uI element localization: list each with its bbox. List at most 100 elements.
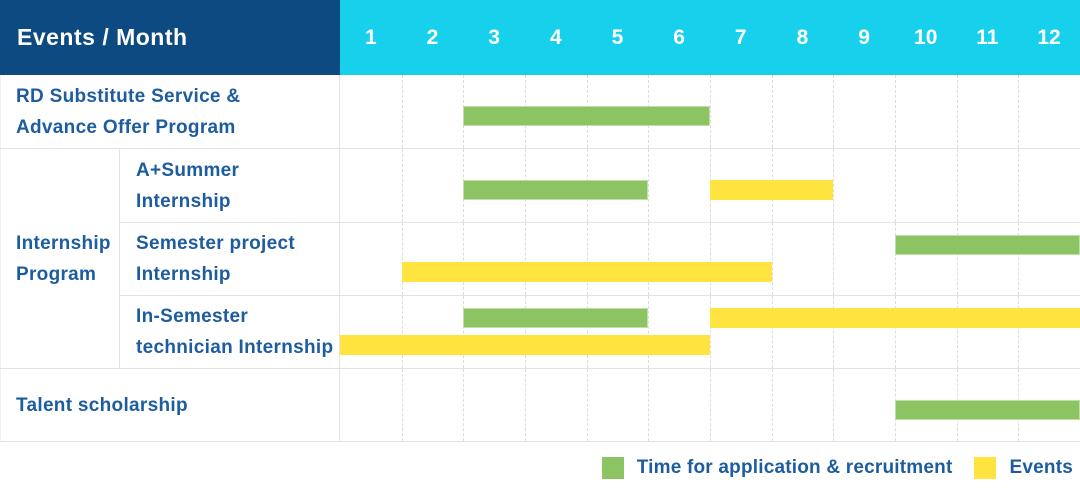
month-gridline: [401, 149, 403, 222]
month-grid-area: [340, 75, 1080, 148]
month-gridline: [525, 369, 526, 441]
month-gridline: [586, 296, 588, 368]
legend-swatch-yellow: [974, 457, 997, 479]
month-gridline: [956, 149, 958, 222]
table-row: Talent scholarship: [0, 368, 1080, 441]
month-header-cell: 4: [549, 25, 562, 49]
month-header-cell: 1: [364, 25, 377, 49]
month-gridline: [771, 296, 773, 368]
month-header-cell: 10: [914, 25, 938, 49]
month-gridline: [586, 369, 588, 441]
month-grid-area: [340, 296, 1080, 368]
row-label-line: Advance Offer Program: [16, 116, 236, 138]
month-header-cell: 11: [976, 25, 999, 49]
row-label-line: Internship: [16, 232, 111, 254]
gantt-bar-green: [895, 400, 1080, 420]
row-label-line: Internship: [136, 190, 231, 212]
gantt-bar-green: [463, 106, 710, 126]
month-gridline: [833, 75, 835, 148]
month-header-cell: 2: [426, 25, 439, 49]
month-gridline: [771, 223, 773, 295]
row-label: Semester project Internship: [120, 223, 340, 295]
row-label: A+Summer Internship: [120, 149, 340, 222]
month-header-cell: 7: [734, 25, 747, 49]
group-subrows: A+Summer Internship Semester project Intern…: [120, 149, 1080, 368]
month-gridline: [833, 223, 835, 295]
month-gridline: [710, 75, 711, 148]
legend-swatch-green: [601, 457, 624, 479]
table-body: RD Substitute Service & Advance Offer Pro…: [0, 75, 1080, 442]
gantt-bar-yellow: [401, 262, 772, 282]
month-gridline: [895, 149, 896, 222]
month-gridline: [1018, 149, 1020, 222]
month-header-cell: 6: [673, 25, 685, 49]
row-label-line: Program: [16, 263, 97, 285]
legend-item: Events: [974, 457, 1073, 479]
month-gridline: [648, 149, 650, 222]
month-grid-area: [340, 223, 1080, 295]
month-gridline: [956, 75, 958, 148]
month-gridline: [956, 296, 958, 368]
header-events-month-cell: Events / Month: [0, 0, 340, 75]
legend-label: Events: [1009, 457, 1073, 478]
gantt-bar-green: [895, 235, 1080, 255]
month-gridline: [463, 223, 465, 295]
row-label-line: Semester project: [136, 233, 295, 254]
month-gridline: [833, 296, 835, 368]
header-events-month-label: Events / Month: [17, 24, 188, 50]
gantt-bar-green: [463, 180, 649, 200]
month-header-cell: 9: [858, 25, 870, 49]
month-gridline: [895, 223, 896, 295]
row-label: RD Substitute Service & Advance Offer Pro…: [0, 75, 340, 148]
month-gridline: [1018, 296, 1020, 368]
month-gridline: [648, 223, 650, 295]
table-row: In-Semester technician Internship: [120, 295, 1080, 368]
month-gridline: [833, 369, 835, 441]
legend-label: Time for application & recruitment: [636, 457, 953, 478]
month-gridline: [895, 75, 896, 148]
month-header: 1 2 3 4 5 6 7 8 9 10 11 12: [340, 0, 1080, 75]
month-gridline: [525, 296, 526, 368]
month-gridline: [401, 296, 403, 368]
month-gridline: [771, 369, 773, 441]
month-gridline: [586, 223, 588, 295]
month-gridline: [401, 75, 403, 148]
month-header-cell: 3: [488, 25, 500, 49]
month-gridline: [710, 296, 711, 368]
month-gridline: [401, 369, 403, 441]
row-label-line: In-Semester: [136, 306, 249, 327]
legend-item: Time for application & recruitment: [601, 457, 953, 479]
row-label-line: A+Summer: [136, 159, 240, 181]
row-label: Talent scholarship: [0, 369, 340, 441]
month-gridline: [956, 223, 958, 295]
month-gridline: [1018, 223, 1020, 295]
month-gridline: [710, 223, 711, 295]
group-label: Internship Program: [0, 149, 120, 368]
legend: Time for application & recruitment Events: [0, 442, 1080, 494]
month-gridline: [895, 296, 896, 368]
month-header-cell: 8: [796, 25, 809, 49]
month-gridline: [463, 369, 465, 441]
row-label: In-Semester technician Internship: [120, 296, 340, 368]
gantt-bar-green: [463, 308, 649, 328]
row-label-line: technician Internship: [136, 337, 334, 358]
header-row: Events / Month 1 2 3 4 5 6 7 8 9 10 11 12: [0, 0, 1080, 75]
group-internship-program: Internship Program A+Summer Internship Semes…: [0, 148, 1080, 368]
month-gridline: [648, 296, 650, 368]
month-gridline: [401, 223, 403, 295]
row-label-line: Internship: [136, 264, 231, 285]
month-header-cell: 12: [1037, 25, 1061, 49]
row-label-line: Talent scholarship: [16, 394, 188, 416]
month-gridline: [648, 369, 650, 441]
gantt-bar-yellow: [710, 180, 834, 200]
month-gridline: [463, 296, 465, 368]
month-gridline: [525, 223, 526, 295]
month-grid-area: [340, 369, 1080, 441]
month-gridline: [1018, 75, 1020, 148]
table-row: A+Summer Internship: [120, 149, 1080, 222]
table-row: Semester project Internship: [120, 222, 1080, 295]
table-row: RD Substitute Service & Advance Offer Pro…: [0, 75, 1080, 148]
schedule-table: Events / Month 1 2 3 4 5 6 7 8 9 10 11 12 RD Substi…: [0, 0, 1080, 442]
gantt-bar-yellow: [340, 335, 710, 355]
